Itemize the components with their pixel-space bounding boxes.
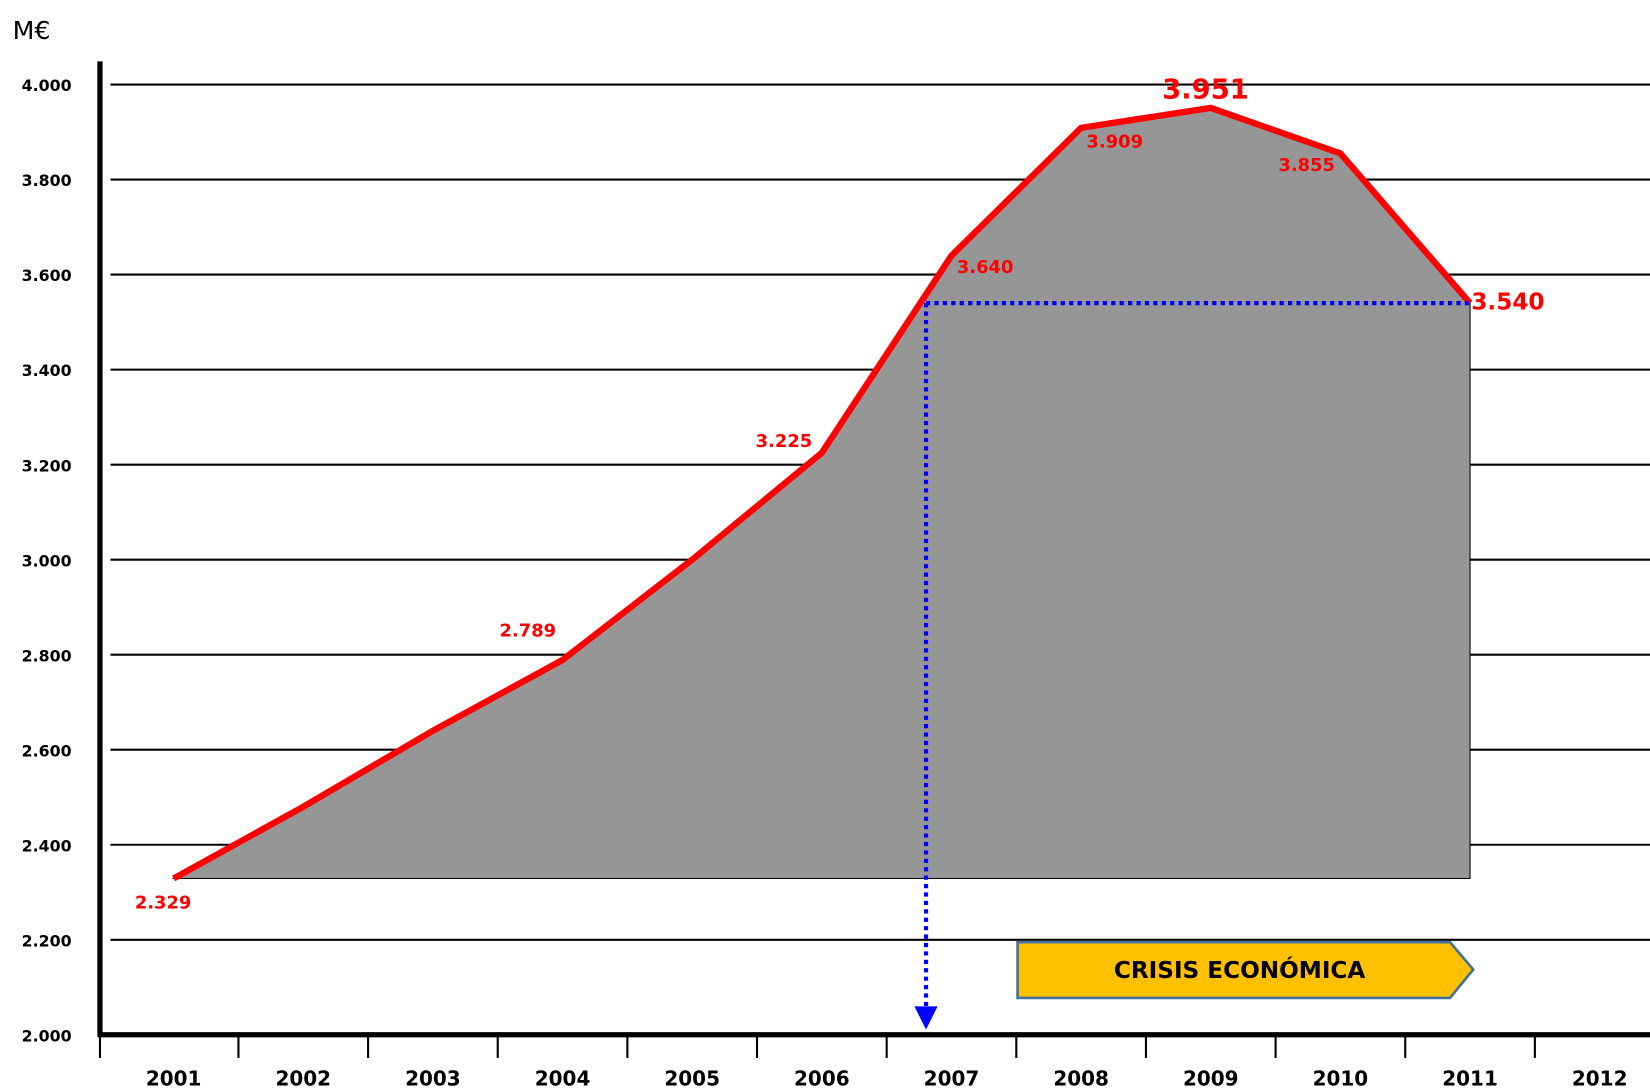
guide-arrowhead [914,1006,938,1030]
y-tick-label: 4.000 [22,76,72,95]
data-label: 2.789 [500,621,557,642]
area [171,107,1471,880]
data-label: 3.225 [756,431,813,452]
data-label: 3.540 [1471,290,1544,316]
y-tick-label: 3.000 [22,551,72,570]
annotation-box [1016,940,1475,1000]
data-label: 2.329 [135,893,192,914]
x-tick-label: 2001 [146,1067,202,1091]
y-tick-label: 3.800 [22,171,72,190]
x-tick-label: 2010 [1313,1067,1369,1091]
x-tick-label: 2002 [275,1067,331,1091]
data-label: 3.951 [1162,75,1248,106]
y-tick-label: 3.600 [22,266,72,285]
x-tick-label: 2005 [664,1067,720,1091]
data-label: 3.640 [957,257,1014,278]
line [172,104,1473,882]
x-tick-label: 2007 [924,1067,980,1091]
x-tick-label: 2008 [1053,1067,1109,1091]
unit-label: M€ [13,16,51,45]
y-tick-label: 3.400 [22,361,72,380]
data-label: 3.855 [1278,155,1335,176]
x-tick-label: 2009 [1183,1067,1239,1091]
y-tick-label: 2.200 [22,931,72,950]
y-tick-label: 2.800 [22,646,72,665]
data-label: 3.909 [1087,132,1144,153]
x-tick-label: 2011 [1442,1067,1498,1091]
y-tick-label: 2.400 [22,836,72,855]
x-tick-label: 2006 [794,1067,850,1091]
y-tick-label: 3.200 [22,456,72,475]
x-tick-label: 2004 [535,1067,591,1091]
x-tick-label: 2003 [405,1067,461,1091]
y-tick-label: 2.600 [22,741,72,760]
annotation-text: CRISIS ECONÓMICA [1114,956,1366,984]
y-tick-label: 2.000 [22,1026,72,1045]
x-tick-label: 2012 [1572,1067,1628,1091]
